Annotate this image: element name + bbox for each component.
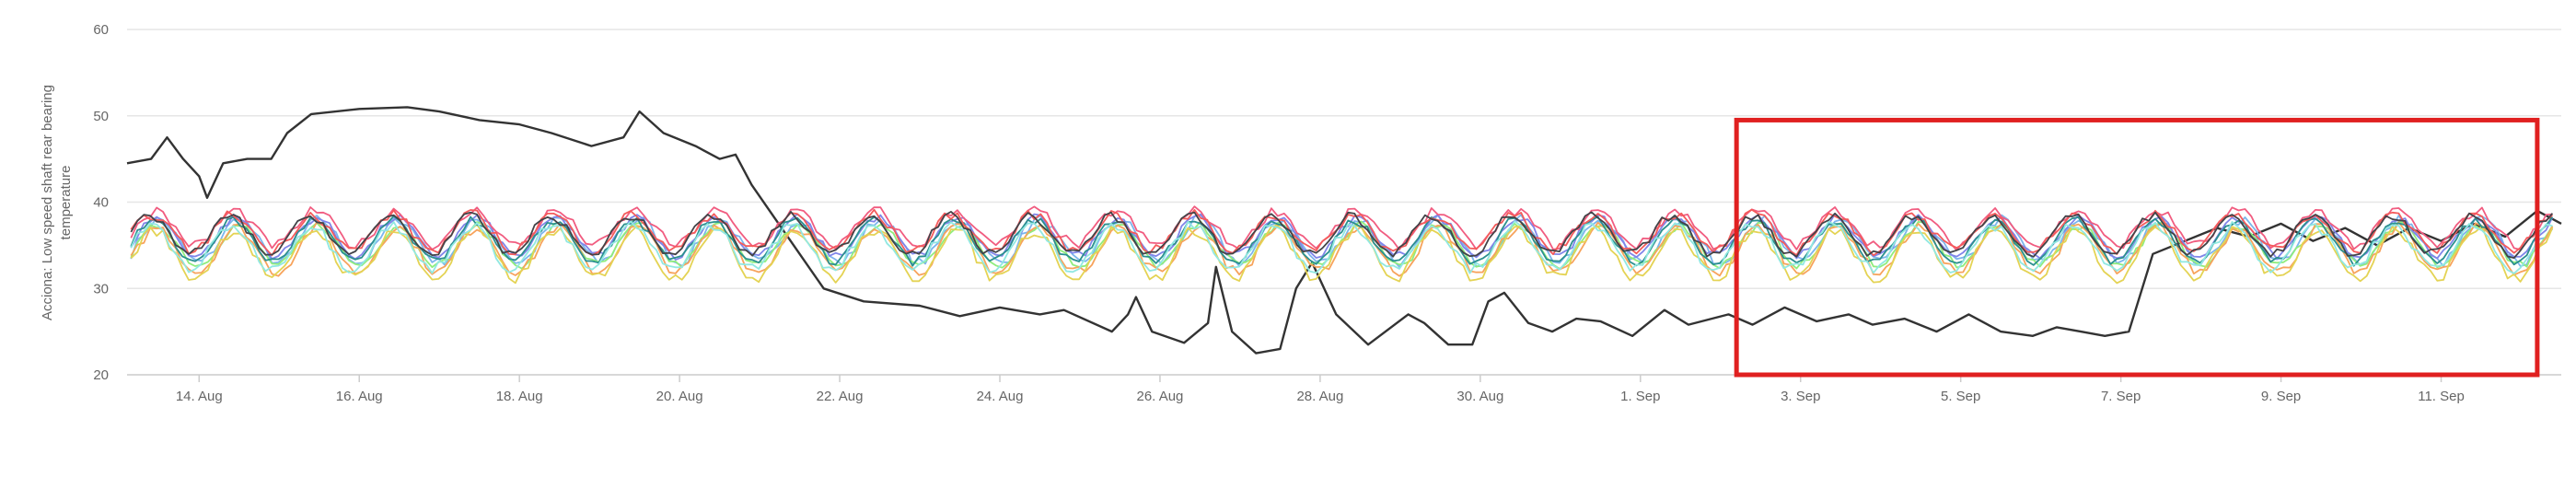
x-tick-label: 30. Aug [1456,389,1503,404]
x-tick-label: 1. Sep [1620,389,1660,404]
series-line [130,220,2553,274]
x-tick-label: 9. Sep [2261,389,2301,404]
highlight-box [1734,117,2540,378]
y-axis-title-line-2: temperature [58,166,74,240]
y-tick-label: 50 [93,109,109,124]
series-line [126,106,2562,355]
y-axis-title-line-1: Acciona: Low speed shaft rear bearing [40,85,55,320]
x-tick-label: 14. Aug [176,389,223,404]
x-tick-label: 11. Sep [2418,389,2465,404]
x-axis: 14. Aug 16. Aug 18. Aug 20. Aug 22. Aug 24. A… [176,375,2465,404]
x-tick-label: 24. Aug [977,389,1024,404]
series-line [130,211,2554,259]
x-tick-label: 5. Sep [1941,389,1980,404]
x-tick-label: 3. Sep [1781,389,1820,404]
x-tick-label: 26. Aug [1137,389,1184,404]
x-tick-label: 28. Aug [1296,389,1343,404]
series-lines [126,106,2562,355]
x-tick-label: 7. Sep [2101,389,2141,404]
series-line [130,221,2554,277]
x-tick-label: 22. Aug [817,389,864,404]
annotations [1734,117,2540,378]
x-tick-label: 16. Aug [336,389,383,404]
y-tick-label: 20 [93,367,109,383]
y-tick-label: 40 [93,195,109,211]
x-tick-label: 20. Aug [656,389,703,404]
y-tick-label: 30 [93,281,109,297]
series-line [130,215,2554,267]
x-tick-label: 18. Aug [496,389,543,404]
y-tick-label: 60 [93,22,109,38]
y-axis: 20 30 40 50 60 [93,22,109,383]
series-line [130,223,2554,285]
